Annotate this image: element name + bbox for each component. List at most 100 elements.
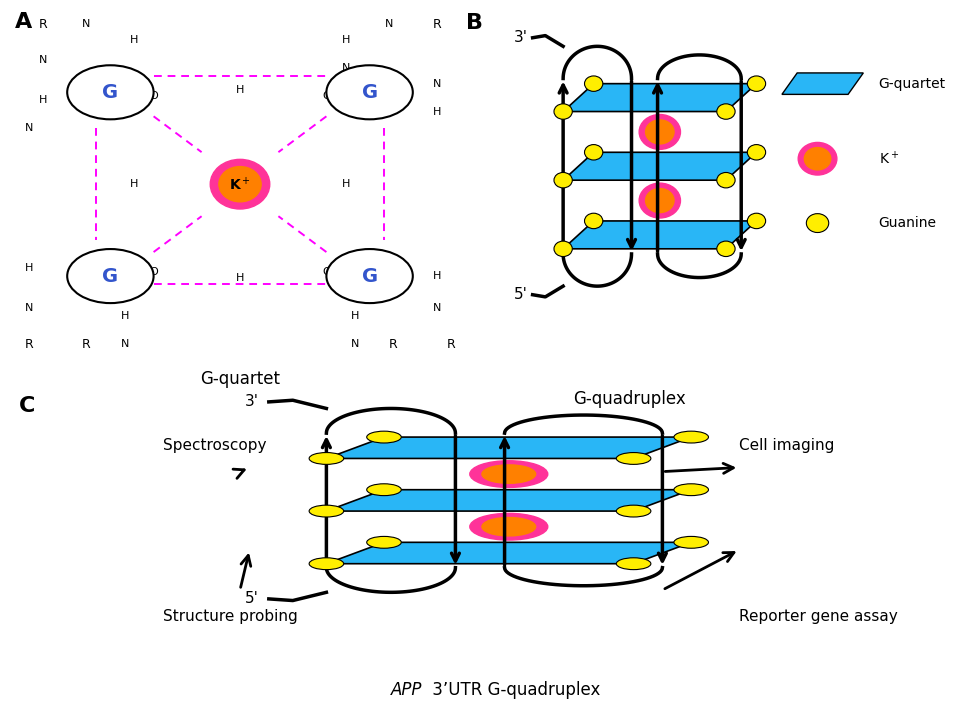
Text: H: H xyxy=(131,179,138,189)
Text: N: N xyxy=(433,79,441,89)
Circle shape xyxy=(639,114,681,149)
Circle shape xyxy=(482,518,536,536)
Text: H: H xyxy=(351,311,359,321)
Text: APP: APP xyxy=(391,681,422,699)
Text: H: H xyxy=(25,263,33,273)
Text: O: O xyxy=(322,267,331,277)
Text: Spectroscopy: Spectroscopy xyxy=(163,438,267,453)
Circle shape xyxy=(639,183,681,218)
Text: Reporter gene assay: Reporter gene assay xyxy=(739,609,898,623)
Text: Cell imaging: Cell imaging xyxy=(739,438,834,453)
Circle shape xyxy=(309,453,344,464)
Polygon shape xyxy=(564,84,756,112)
Text: G: G xyxy=(362,83,377,102)
Text: N: N xyxy=(83,19,90,29)
Ellipse shape xyxy=(67,65,154,119)
Text: N: N xyxy=(39,55,47,65)
Polygon shape xyxy=(326,542,691,563)
Text: 3': 3' xyxy=(514,30,528,45)
Ellipse shape xyxy=(326,249,413,303)
Text: N: N xyxy=(25,303,33,313)
Circle shape xyxy=(747,213,766,229)
Circle shape xyxy=(585,76,603,92)
Circle shape xyxy=(674,536,708,548)
Polygon shape xyxy=(326,437,691,458)
Text: Guanine: Guanine xyxy=(878,216,937,230)
Text: H: H xyxy=(342,35,349,45)
Circle shape xyxy=(219,167,261,202)
Text: N: N xyxy=(342,63,349,73)
Text: H: H xyxy=(433,107,441,117)
Circle shape xyxy=(482,465,536,483)
Text: R: R xyxy=(446,337,456,350)
Circle shape xyxy=(645,120,674,144)
Text: G-quartet: G-quartet xyxy=(200,370,280,388)
Circle shape xyxy=(469,460,548,488)
Circle shape xyxy=(747,144,766,160)
Text: R: R xyxy=(38,18,48,31)
Text: H: H xyxy=(39,95,47,105)
Text: R: R xyxy=(24,337,34,350)
Text: Structure probing: Structure probing xyxy=(163,609,298,623)
Ellipse shape xyxy=(67,249,154,303)
Circle shape xyxy=(717,241,735,257)
Circle shape xyxy=(806,214,828,232)
Circle shape xyxy=(367,536,401,548)
Text: G: G xyxy=(362,267,377,285)
Text: H: H xyxy=(121,311,129,321)
Circle shape xyxy=(717,104,735,119)
Text: N: N xyxy=(433,303,441,313)
Text: R: R xyxy=(432,18,442,31)
Circle shape xyxy=(309,506,344,517)
Circle shape xyxy=(585,144,603,160)
Circle shape xyxy=(804,147,830,170)
Text: N: N xyxy=(25,123,33,133)
Ellipse shape xyxy=(326,65,413,119)
Text: N: N xyxy=(351,339,359,349)
Text: G: G xyxy=(103,83,118,102)
Text: K$^+$: K$^+$ xyxy=(229,176,251,193)
Circle shape xyxy=(747,76,766,92)
Polygon shape xyxy=(564,152,756,180)
Polygon shape xyxy=(326,490,691,511)
Circle shape xyxy=(674,431,708,443)
Text: R: R xyxy=(389,337,398,350)
Polygon shape xyxy=(782,73,863,94)
Text: G: G xyxy=(103,267,118,285)
Circle shape xyxy=(309,558,344,570)
Circle shape xyxy=(798,142,837,175)
Text: H: H xyxy=(236,85,244,95)
Text: O: O xyxy=(149,267,158,277)
Circle shape xyxy=(554,104,572,119)
Circle shape xyxy=(367,431,401,443)
Text: B: B xyxy=(467,13,484,33)
Text: 3’UTR G-quadruplex: 3’UTR G-quadruplex xyxy=(427,681,601,699)
Circle shape xyxy=(367,484,401,495)
Text: 5': 5' xyxy=(514,287,528,302)
Circle shape xyxy=(616,506,651,517)
Circle shape xyxy=(585,213,603,229)
Text: C: C xyxy=(19,396,36,416)
Text: N: N xyxy=(121,339,129,349)
Text: O: O xyxy=(322,92,331,102)
Text: H: H xyxy=(131,35,138,45)
Circle shape xyxy=(469,513,548,540)
Text: A: A xyxy=(14,12,32,32)
Text: R: R xyxy=(82,337,91,350)
Circle shape xyxy=(616,453,651,464)
Text: N: N xyxy=(385,19,393,29)
Text: 5': 5' xyxy=(246,591,259,606)
Polygon shape xyxy=(564,221,756,249)
Text: H: H xyxy=(342,179,349,189)
Text: 3': 3' xyxy=(245,395,259,410)
Circle shape xyxy=(616,558,651,570)
Circle shape xyxy=(210,159,270,209)
Text: K$^+$: K$^+$ xyxy=(878,150,899,167)
Circle shape xyxy=(554,241,572,257)
Circle shape xyxy=(674,484,708,495)
Text: G-quartet: G-quartet xyxy=(878,77,946,91)
Circle shape xyxy=(554,172,572,188)
Circle shape xyxy=(645,189,674,212)
Text: O: O xyxy=(149,92,158,102)
Text: H: H xyxy=(433,271,441,281)
